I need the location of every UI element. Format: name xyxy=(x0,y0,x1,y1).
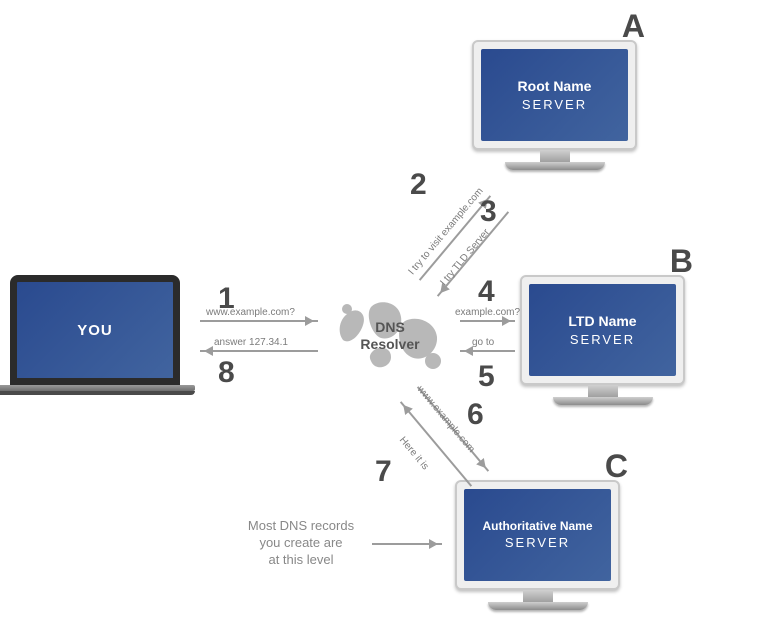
footnote: Most DNS records you create are at this … xyxy=(236,518,366,569)
monitor-bezel: LTD Name SERVER xyxy=(520,275,685,385)
step-num-6: 6 xyxy=(467,398,484,432)
arrow-4 xyxy=(460,320,515,322)
monitor-bezel: Root Name SERVER xyxy=(472,40,637,150)
monitor-subtitle: SERVER xyxy=(570,332,635,348)
arrow-8 xyxy=(200,350,318,352)
monitor-subtitle: SERVER xyxy=(505,535,570,551)
resolver-label: DNS Resolver xyxy=(325,319,455,353)
monitor-screen: Authoritative Name SERVER xyxy=(464,489,611,581)
monitor-title: Root Name xyxy=(518,78,592,95)
arrow-text-5: go to xyxy=(472,337,494,348)
monitor-subtitle: SERVER xyxy=(522,97,587,113)
arrow-1 xyxy=(200,320,318,322)
step-num-4: 4 xyxy=(478,275,495,309)
arrow-text-4: example.com? xyxy=(455,307,520,318)
monitor-letter-b: B xyxy=(670,243,693,280)
arrow-text-1: www.example.com? xyxy=(206,307,295,318)
step-num-8: 8 xyxy=(218,356,235,390)
laptop-you: YOU xyxy=(10,275,180,395)
monitor-letter-a: A xyxy=(622,8,645,45)
footnote-arrow xyxy=(372,543,442,545)
arrow-text-7: Here it is xyxy=(397,435,431,472)
step-num-5: 5 xyxy=(478,360,495,394)
monitor-screen: LTD Name SERVER xyxy=(529,284,676,376)
dns-resolver-node: DNS Resolver xyxy=(325,285,455,390)
arrow-text-8: answer 127.34.1 xyxy=(214,337,288,348)
monitor-tld: B LTD Name SERVER xyxy=(520,275,685,405)
monitor-authoritative: C Authoritative Name SERVER xyxy=(455,480,620,610)
monitor-title: LTD Name xyxy=(568,313,636,330)
monitor-title: Authoritative Name xyxy=(478,519,596,533)
laptop-label: YOU xyxy=(77,322,113,339)
monitor-screen: Root Name SERVER xyxy=(481,49,628,141)
monitor-letter-c: C xyxy=(605,448,628,485)
monitor-root: A Root Name SERVER xyxy=(472,40,637,170)
step-num-3: 3 xyxy=(480,195,497,229)
step-num-7: 7 xyxy=(375,455,392,489)
step-num-2: 2 xyxy=(410,168,427,202)
laptop-base xyxy=(0,391,195,395)
laptop-screen: YOU xyxy=(10,275,180,385)
monitor-bezel: Authoritative Name SERVER xyxy=(455,480,620,590)
arrow-5 xyxy=(460,350,515,352)
